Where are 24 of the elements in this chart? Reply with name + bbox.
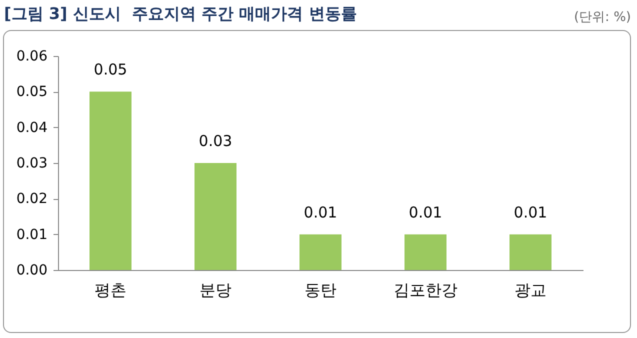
bar (90, 92, 132, 270)
x-tick-label: 광교 (514, 280, 546, 300)
bar (404, 234, 446, 270)
x-tick-label: 분당 (200, 280, 232, 300)
bar (194, 163, 236, 270)
data-label: 0.01 (514, 203, 548, 222)
y-tick-label: 0.00 (16, 262, 48, 278)
y-tick-label: 0.05 (16, 84, 48, 100)
y-tick-label: 0.03 (16, 156, 48, 172)
data-label: 0.01 (408, 203, 442, 222)
x-tick-label: 동탄 (304, 280, 336, 300)
data-label: 0.01 (304, 203, 338, 222)
y-tick-label: 0.01 (16, 226, 48, 243)
data-label: 0.03 (198, 132, 232, 150)
x-tick-label: 평촌 (94, 280, 126, 300)
text: (단위: %) (574, 9, 631, 26)
data-label: 0.05 (94, 60, 128, 79)
y-tick-label: 0.02 (16, 191, 48, 208)
chart-title: [그림 3] 신도시 주요지역 주간 매매가격 변동률 (4, 4, 357, 25)
y-tick-label: 0.04 (16, 120, 48, 136)
bar (300, 234, 342, 270)
y-tick-label: 0.06 (16, 48, 48, 64)
bar (510, 234, 552, 270)
x-tick-label: 김포한강 (394, 280, 458, 300)
